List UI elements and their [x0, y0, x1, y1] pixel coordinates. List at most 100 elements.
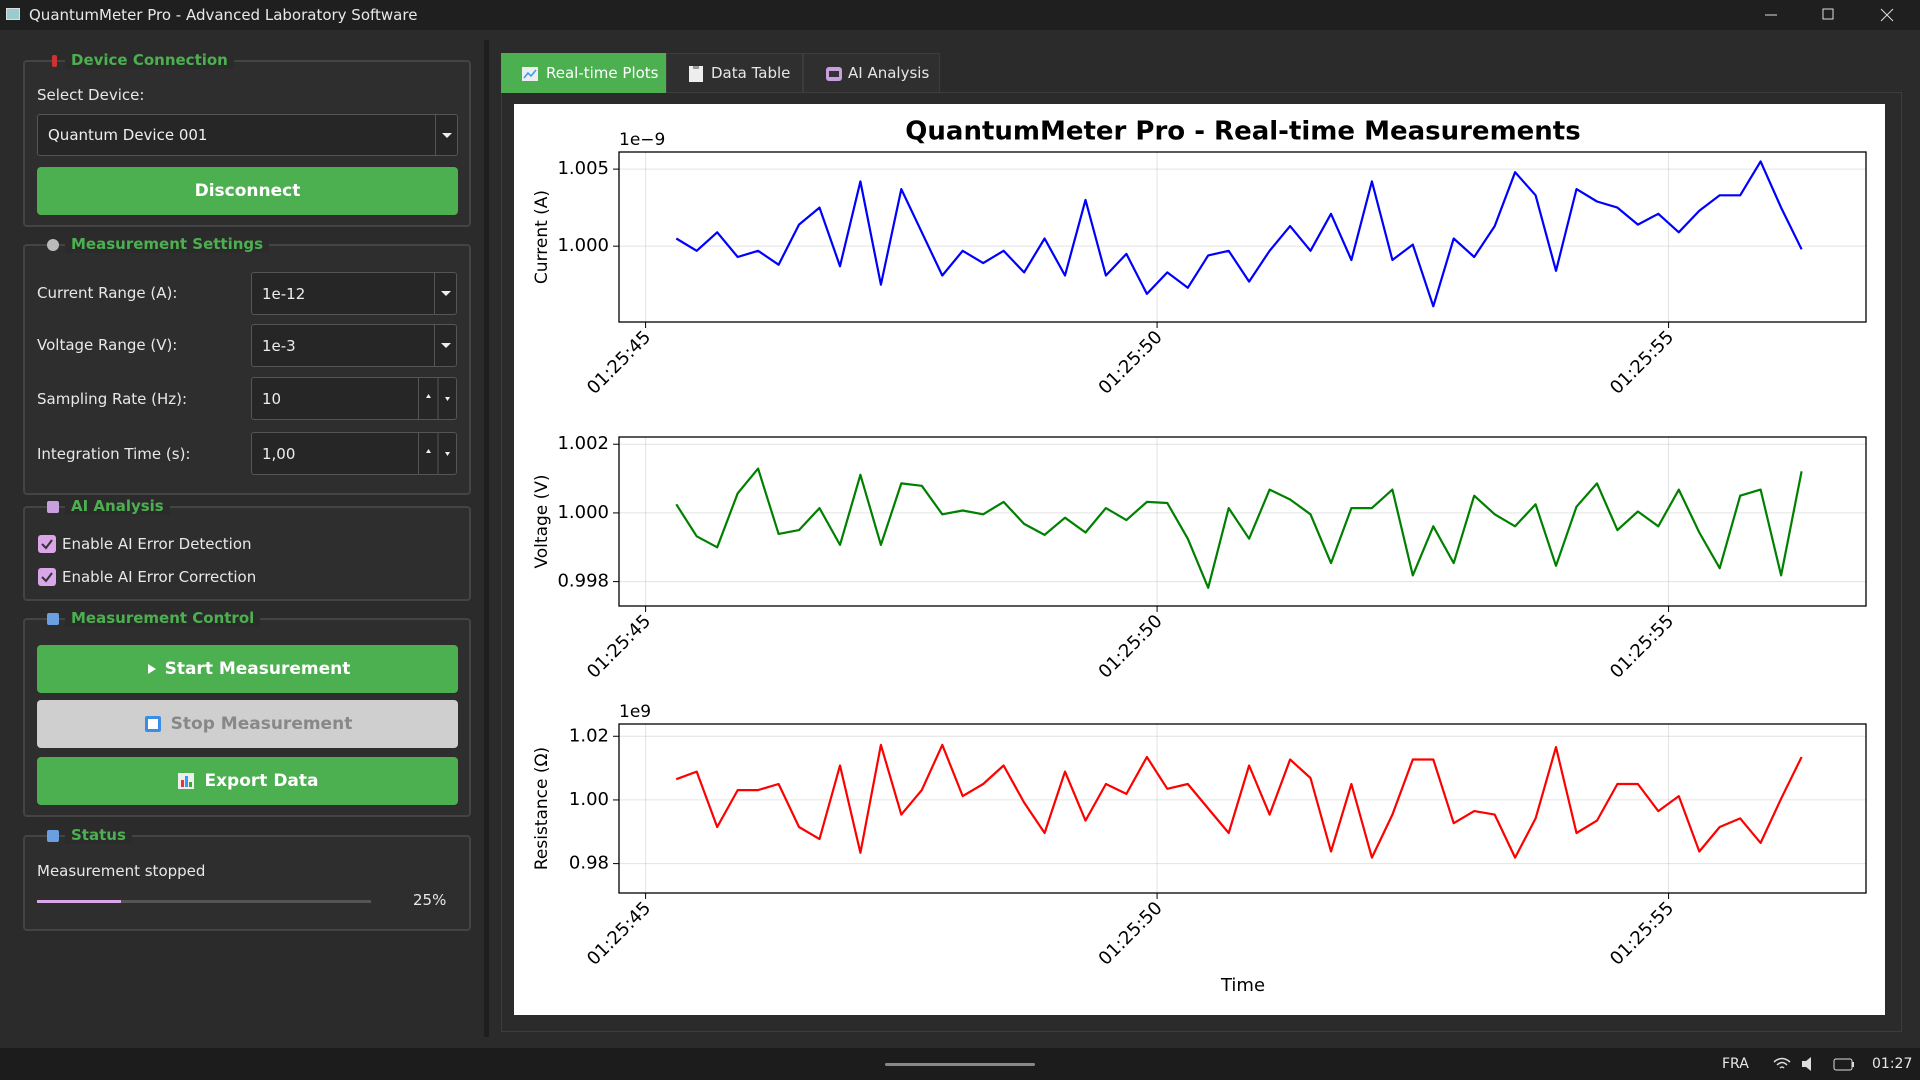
group-title: Measurement Settings — [65, 235, 270, 253]
icon — [144, 716, 161, 732]
x-tick-label: 01:25:55 — [1606, 898, 1678, 970]
ai-group: AI Analysis — [23, 497, 471, 601]
y-tick-label: 0.998 — [557, 571, 609, 592]
tab-label[interactable]: AI Analysis — [848, 64, 930, 82]
tab[interactable]: AI Analysis — [803, 53, 940, 93]
figure: QuantumMeter Pro - Real-time Measurement… — [514, 104, 1885, 1015]
icon — [147, 664, 156, 674]
spin-arrows[interactable] — [418, 378, 456, 419]
checkbox-label[interactable]: Enable AI Error Detection — [62, 535, 252, 553]
stop-button[interactable]: Stop Measurement — [37, 700, 458, 748]
y-tick-label: 1.02 — [569, 725, 609, 746]
y-tick-label: 1.000 — [557, 235, 609, 256]
sampling-rate-spin[interactable]: 10 — [251, 377, 457, 420]
label: Voltage Range (V): — [37, 336, 178, 354]
current-range-combo[interactable]: 1e-12 — [251, 272, 457, 315]
label: Current Range (A): — [37, 284, 178, 302]
icon — [47, 501, 59, 513]
checkbox[interactable] — [38, 568, 56, 586]
window-controls[interactable] — [1750, 0, 1920, 30]
progress-fill — [37, 900, 121, 903]
x-tick-label: 01:25:45 — [583, 327, 655, 399]
axes-frame — [618, 436, 1867, 607]
icon — [47, 830, 59, 842]
combo-text: 1e-12 — [262, 284, 306, 303]
axes-frame — [618, 723, 1867, 894]
disconnect-button[interactable]: Disconnect — [37, 167, 458, 215]
figure-title: QuantumMeter Pro - Real-time Measurement… — [905, 117, 1580, 147]
button-text: Stop Measurement — [170, 714, 353, 734]
group-title: Measurement Control — [65, 609, 261, 627]
progress-track — [37, 900, 371, 903]
checkbox-label[interactable]: Enable AI Error Correction — [62, 568, 257, 586]
spin-text: 10 — [262, 389, 282, 408]
label: Select Device: — [37, 86, 145, 104]
x-tick-label: 01:25:55 — [1606, 611, 1678, 683]
data-line — [675, 467, 1803, 589]
tab[interactable]: Data Table — [666, 53, 803, 93]
data-line — [675, 743, 1803, 859]
clock: 01:27 — [1872, 1056, 1913, 1072]
voltage-range-combo[interactable]: 1e-3 — [251, 324, 457, 367]
taskbar: FRA 01:27 — [0, 1048, 1920, 1080]
y-tick-label: 1.005 — [557, 158, 609, 179]
data-line — [675, 160, 1803, 308]
y-axis-title: Voltage (V) — [532, 474, 552, 568]
combo-arrow[interactable] — [435, 115, 457, 155]
language[interactable]: FRA — [1722, 1056, 1749, 1072]
tray-icons[interactable] — [1772, 1054, 1862, 1074]
label: Sampling Rate (Hz): — [37, 390, 188, 408]
x-axis-title: Time — [1220, 975, 1265, 996]
combo-arrow[interactable] — [434, 325, 456, 366]
icon — [52, 55, 57, 67]
title-bar: QuantumMeter Pro - Advanced Laboratory S… — [0, 0, 1920, 30]
close[interactable] — [1880, 8, 1894, 22]
x-tick-label: 01:25:45 — [583, 898, 655, 970]
combo-text: Quantum Device 001 — [48, 126, 208, 144]
icon — [178, 773, 195, 789]
group-title: AI Analysis — [65, 497, 170, 515]
app-icon — [6, 8, 20, 20]
y-tick-label: 1.00 — [569, 789, 609, 810]
x-tick-label: 01:25:50 — [1095, 327, 1167, 399]
y-axis-title: Current (A) — [532, 190, 552, 284]
x-tick-label: 01:25:50 — [1095, 898, 1167, 970]
tab-label[interactable]: Real-time Plots — [546, 64, 659, 82]
tab-label[interactable]: Data Table — [711, 64, 791, 82]
y-tick-label: 0.98 — [569, 853, 609, 874]
x-tick-label: 01:25:50 — [1095, 611, 1167, 683]
status-message: Measurement stopped — [37, 862, 206, 880]
group-title: Device Connection — [65, 51, 234, 69]
combo-arrow[interactable] — [434, 273, 456, 314]
axes-frame — [618, 151, 1867, 323]
progress-label: 25% — [413, 891, 447, 909]
device-combo[interactable]: Quantum Device 001 — [37, 114, 458, 156]
integration-time-spin[interactable]: 1,00 — [251, 432, 457, 475]
spin-text: 1,00 — [262, 444, 296, 463]
combo-text: 1e-3 — [262, 336, 296, 355]
export-button[interactable]: Export Data — [37, 757, 458, 805]
maximize[interactable] — [1822, 8, 1834, 20]
window-title: QuantumMeter Pro - Advanced Laboratory S… — [29, 6, 418, 24]
button-text: Export Data — [204, 771, 319, 791]
status-group: Status — [23, 826, 471, 931]
y-tick-label: 1.002 — [557, 433, 609, 454]
button-text: Start Measurement — [164, 659, 351, 679]
checkbox[interactable] — [38, 535, 56, 553]
group-title: Status — [65, 826, 132, 844]
y-tick-label: 1.000 — [557, 502, 609, 523]
y-axis-title: Resistance (Ω) — [532, 747, 552, 870]
icon — [47, 613, 59, 625]
start-button[interactable]: Start Measurement — [37, 645, 458, 693]
axis-offset-label: 1e−9 — [619, 130, 665, 150]
axis-offset-label: 1e9 — [619, 702, 651, 722]
splitter[interactable] — [484, 40, 489, 1037]
spin-arrows[interactable] — [418, 433, 456, 474]
label: Integration Time (s): — [37, 445, 191, 463]
x-tick-label: 01:25:55 — [1606, 327, 1678, 399]
button-text: Disconnect — [194, 181, 301, 201]
tab[interactable]: Real-time Plots — [501, 53, 666, 93]
x-tick-label: 01:25:45 — [583, 611, 655, 683]
home-indicator[interactable] — [885, 1063, 1035, 1066]
